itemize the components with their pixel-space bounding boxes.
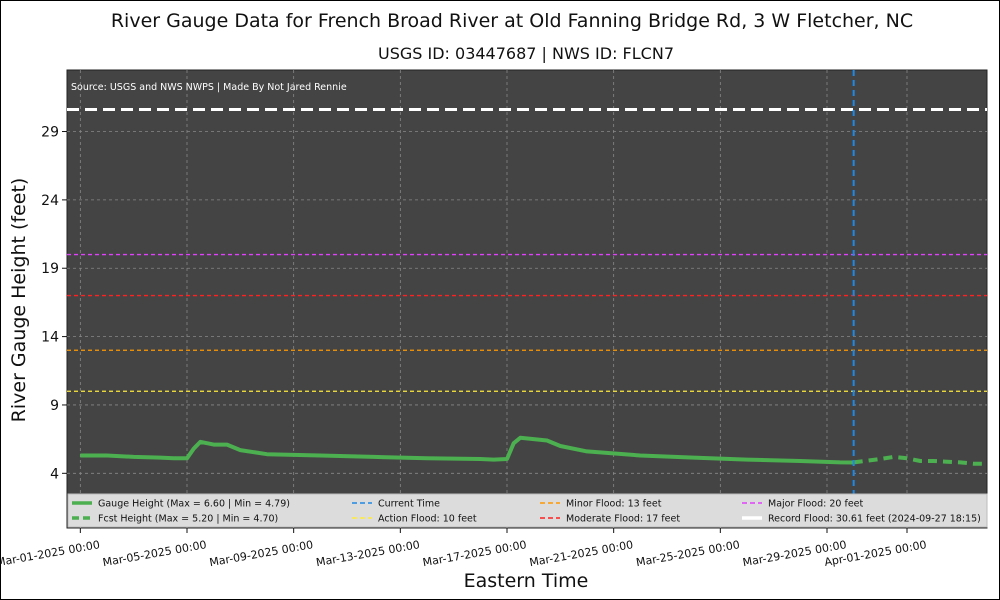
x-tick-label: Mar-25-2025 00:00 <box>635 538 741 569</box>
y-tick-label: 4 <box>50 466 59 482</box>
x-axis-label: Eastern Time <box>464 570 589 592</box>
x-tick-label: Mar-13-2025 00:00 <box>315 538 421 569</box>
legend-label: Fcst Height (Max = 5.20 | Min = 4.70) <box>98 514 278 525</box>
gauge-height-line <box>80 435 854 465</box>
chart-subtitle: USGS ID: 03447687 | NWS ID: FLCN7 <box>378 44 674 63</box>
y-axis-ticks: 4 9 14 19 24 29 <box>41 125 67 482</box>
y-tick-label: 14 <box>41 330 59 346</box>
grid-lines <box>67 70 987 528</box>
source-note: Source: USGS and NWS NWPS | Made By Not … <box>71 82 347 93</box>
forecast-height-line <box>853 454 987 466</box>
legend-label: Record Flood: 30.61 feet (2024-09-27 18:… <box>768 514 981 525</box>
y-tick-label: 19 <box>41 261 59 277</box>
legend: Gauge Height (Max = 6.60 | Min = 4.79) Fc… <box>67 493 988 528</box>
legend-label: Minor Flood: 13 feet <box>566 499 662 510</box>
flood-reference-lines <box>67 108 987 392</box>
y-tick-label: 29 <box>41 125 59 141</box>
legend-label: Gauge Height (Max = 6.60 | Min = 4.79) <box>98 499 290 510</box>
x-tick-label: Mar-21-2025 00:00 <box>528 538 634 569</box>
y-axis-label: River Gauge Height (feet) <box>8 178 30 423</box>
legend-label: Action Flood: 10 feet <box>378 514 477 525</box>
x-axis-ticks: Mar-01-2025 00:00 Mar-05-2025 00:00 Mar-09… <box>0 528 928 569</box>
y-tick-label: 24 <box>41 193 59 209</box>
legend-label: Moderate Flood: 17 feet <box>566 514 680 525</box>
x-tick-label: Mar-09-2025 00:00 <box>208 538 314 569</box>
legend-label: Major Flood: 20 feet <box>768 499 864 510</box>
x-tick-label: Mar-01-2025 00:00 <box>0 538 101 569</box>
legend-box <box>67 493 988 528</box>
y-tick-label: 9 <box>50 398 59 414</box>
legend-label: Current Time <box>378 499 440 510</box>
plot-area <box>66 69 988 529</box>
x-tick-label: Mar-05-2025 00:00 <box>102 538 208 569</box>
series-lines <box>80 435 987 466</box>
x-tick-label: Mar-17-2025 00:00 <box>422 538 528 569</box>
chart-title: River Gauge Data for French Broad River … <box>111 10 913 32</box>
